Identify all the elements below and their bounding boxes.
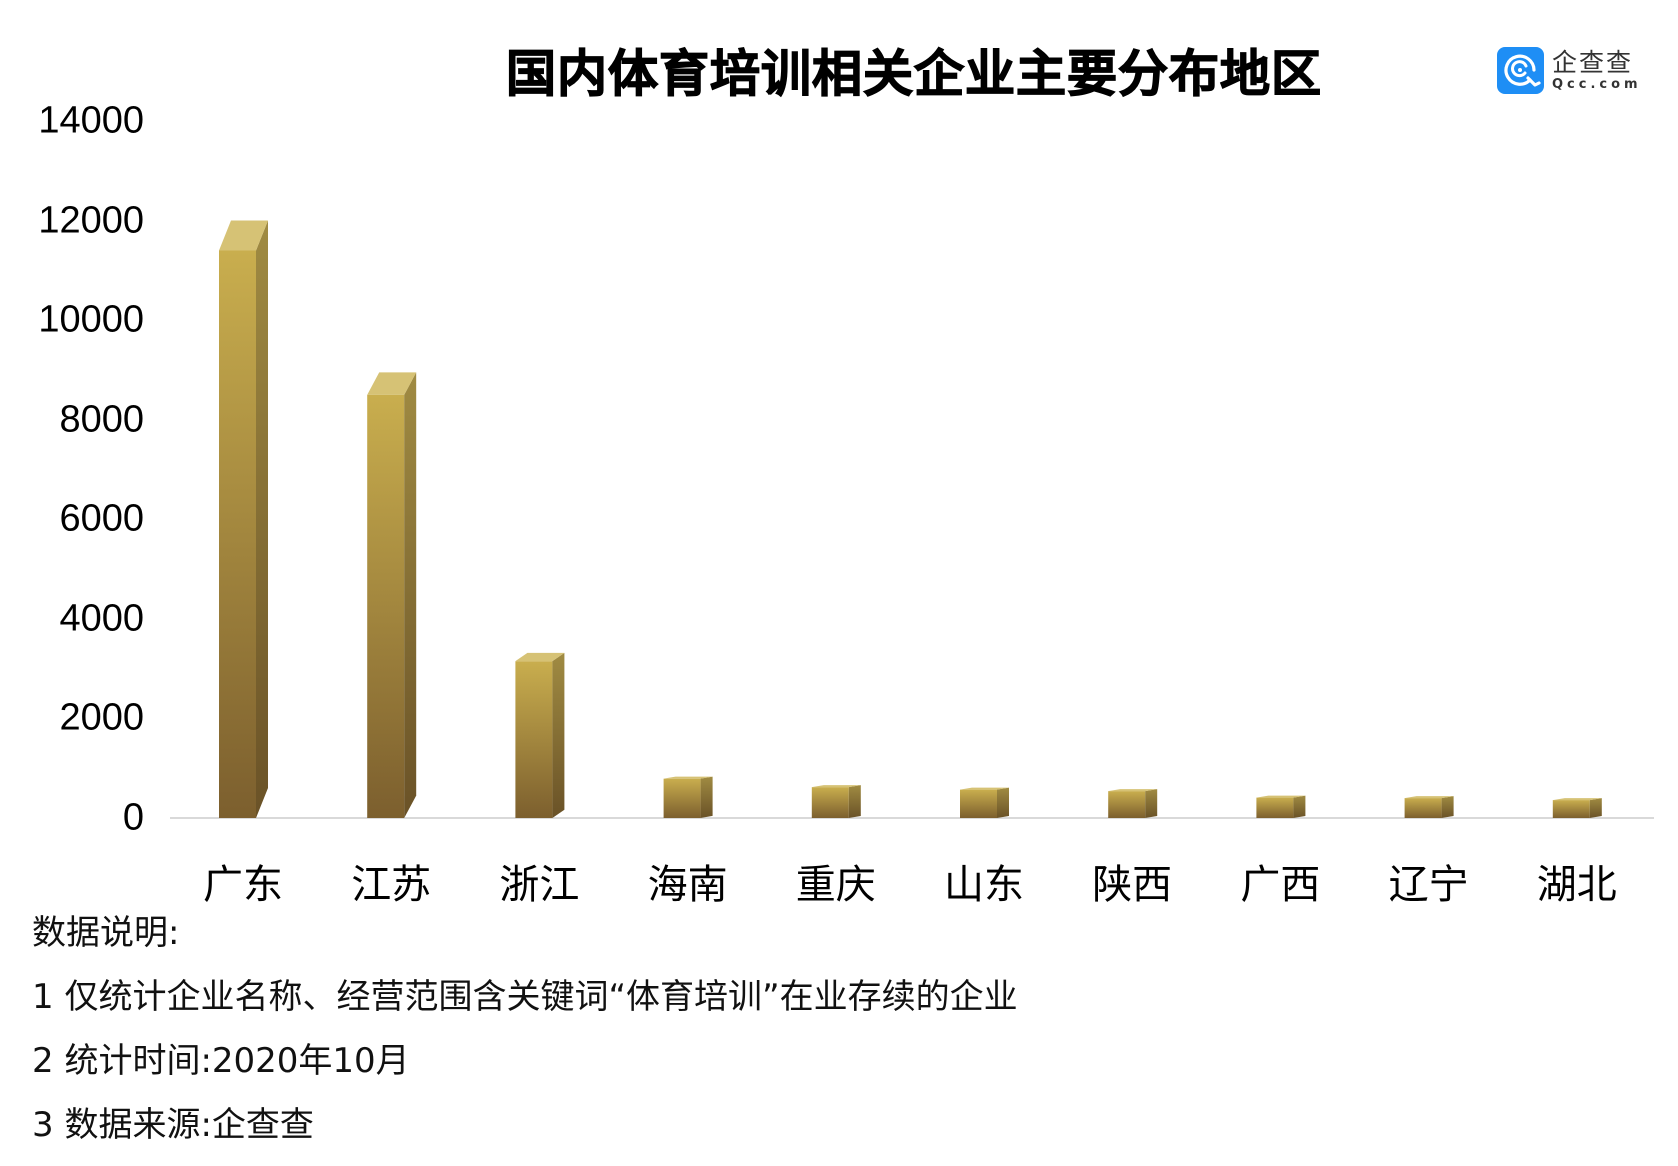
magnifier-c-icon — [1504, 54, 1541, 87]
note-item: 1 仅统计企业名称、经营范围含关键词“体育培训”在业存续的企业 — [32, 977, 1018, 1017]
x-tick-label: 广东 — [203, 862, 283, 908]
bar-山东 — [960, 787, 1009, 818]
logo-name-en: Qcc.com — [1552, 76, 1642, 92]
x-tick-label: 广西 — [1240, 862, 1321, 908]
qcc-logo: 企查查 Qcc.com — [1497, 46, 1642, 94]
bar-广东 — [219, 220, 268, 818]
notes-heading: 数据说明: — [32, 913, 180, 953]
bar-重庆 — [811, 785, 861, 818]
logo-name-cn: 企查查 — [1552, 47, 1634, 77]
y-tick-label: 0 — [122, 796, 144, 839]
bars — [219, 220, 1602, 818]
bar-广西 — [1256, 795, 1306, 818]
x-tick-label: 海南 — [647, 862, 728, 908]
x-tick-label: 江苏 — [351, 862, 432, 908]
y-tick-label: 8000 — [59, 398, 144, 441]
bar-江苏 — [367, 372, 417, 818]
x-tick-label: 陕西 — [1092, 862, 1173, 908]
y-tick-label: 2000 — [59, 696, 144, 739]
qcc-logo-icon — [1497, 46, 1544, 94]
chart-title: 国内体育培训相关企业主要分布地区 — [505, 44, 1322, 103]
data-notes: 数据说明: 1 仅统计企业名称、经营范围含关键词“体育培训”在业存续的企业 2 … — [32, 910, 1018, 1166]
x-tick-label: 山东 — [944, 862, 1024, 908]
y-tick-label: 4000 — [59, 597, 144, 640]
bar-陕西 — [1108, 789, 1158, 818]
bar-海南 — [663, 776, 713, 818]
y-tick-label: 10000 — [38, 298, 144, 341]
x-tick-label: 浙江 — [499, 862, 580, 908]
x-tick-label: 辽宁 — [1388, 862, 1469, 908]
x-tick-label: 湖北 — [1536, 862, 1617, 908]
x-tick-label: 重庆 — [795, 862, 876, 908]
bar-浙江 — [515, 652, 565, 818]
y-tick-label: 6000 — [59, 497, 144, 540]
y-tick-label: 14000 — [38, 99, 144, 142]
bar-湖北 — [1552, 798, 1602, 818]
y-tick-label: 12000 — [38, 199, 144, 242]
note-item: 2 统计时间:2020年10月 — [32, 1041, 410, 1081]
bar-辽宁 — [1404, 796, 1454, 818]
note-item: 3 数据来源:企查查 — [32, 1105, 314, 1145]
